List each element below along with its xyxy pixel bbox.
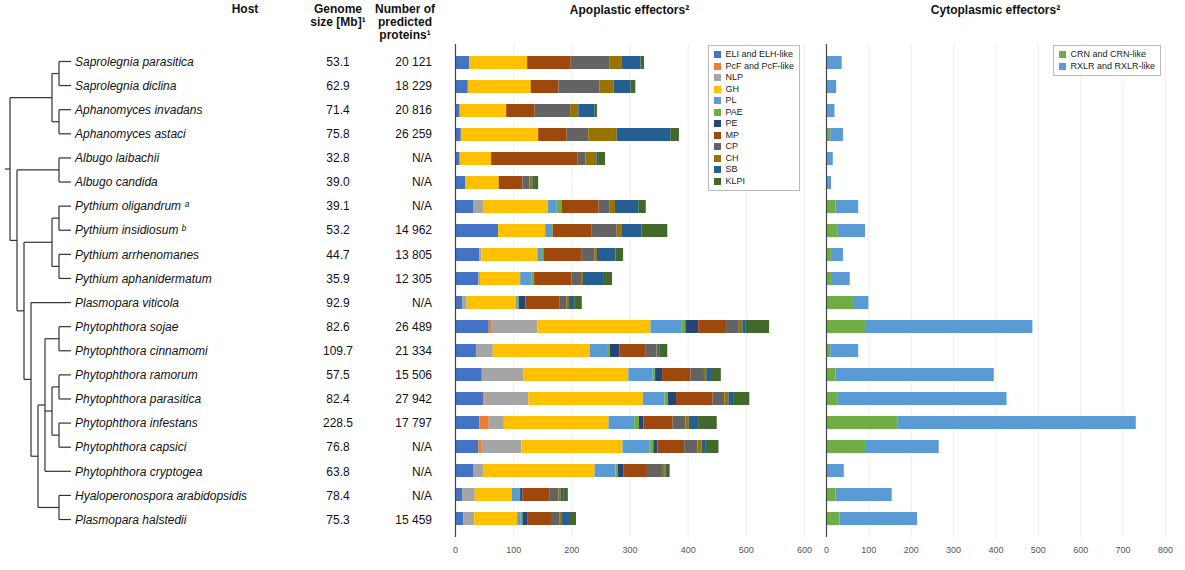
- svg-text:Phytophthora capsici: Phytophthora capsici: [75, 440, 187, 454]
- html-text:NLP: NLP: [725, 72, 743, 82]
- svg-text:100: 100: [861, 545, 876, 555]
- svg-text:78.4: 78.4: [326, 489, 350, 503]
- svg-text:500: 500: [739, 545, 754, 555]
- svg-text:N/A: N/A: [412, 151, 432, 165]
- svg-text:Number ofpredictedproteins¹: Number ofpredictedproteins¹: [375, 2, 436, 42]
- svg-text:Pythium arrhenomanes: Pythium arrhenomanes: [75, 248, 199, 262]
- html-text:CP: CP: [725, 141, 738, 151]
- html-text:PE: PE: [725, 118, 738, 128]
- svg-text:53.1: 53.1: [326, 55, 350, 69]
- svg-text:N/A: N/A: [412, 199, 432, 213]
- svg-text:Hyaloperonospora arabidopsidis: Hyaloperonospora arabidopsidis: [75, 489, 247, 503]
- svg-text:12 305: 12 305: [395, 272, 432, 286]
- svg-text:15 459: 15 459: [395, 513, 432, 527]
- svg-text:N/A: N/A: [412, 440, 432, 454]
- html-text:GH: GH: [725, 83, 739, 94]
- svg-text:Albugo laibachii: Albugo laibachii: [74, 151, 159, 165]
- html-text:SB: SB: [725, 164, 738, 174]
- svg-text:700: 700: [1116, 545, 1131, 555]
- svg-text:71.4: 71.4: [326, 103, 350, 117]
- svg-text:500: 500: [1031, 545, 1046, 555]
- svg-text:15 506: 15 506: [395, 368, 432, 382]
- html-text:PL: PL: [725, 95, 737, 105]
- svg-text:Phytophthora parasitica: Phytophthora parasitica: [75, 392, 201, 406]
- svg-text:Pythium insidiosum ᵇ: Pythium insidiosum ᵇ: [75, 223, 187, 237]
- html-text:CH: CH: [725, 152, 739, 163]
- svg-text:Host: Host: [232, 2, 259, 16]
- svg-text:600: 600: [797, 545, 812, 555]
- svg-text:Plasmopara halstedii: Plasmopara halstedii: [75, 513, 187, 527]
- svg-text:26 489: 26 489: [395, 320, 432, 334]
- html-text:PAE: PAE: [725, 106, 743, 117]
- svg-text:53.2: 53.2: [326, 223, 350, 237]
- svg-text:0: 0: [824, 545, 829, 555]
- svg-text:200: 200: [564, 545, 579, 555]
- svg-text:75.3: 75.3: [326, 513, 350, 527]
- svg-text:92.9: 92.9: [326, 296, 350, 310]
- svg-text:228.5: 228.5: [323, 416, 353, 430]
- svg-text:20 816: 20 816: [395, 103, 432, 117]
- html-text:ELI and ELH-like: ELI and ELH-like: [725, 49, 793, 59]
- svg-text:76.8: 76.8: [326, 440, 350, 454]
- svg-text:Phytophthora infestans: Phytophthora infestans: [75, 416, 198, 430]
- svg-text:32.8: 32.8: [326, 151, 350, 165]
- svg-text:800: 800: [1158, 545, 1173, 555]
- svg-text:14 962: 14 962: [395, 223, 432, 237]
- svg-text:Genomesize [Mb]¹: Genomesize [Mb]¹: [310, 2, 365, 29]
- svg-text:Plasmopara viticola: Plasmopara viticola: [75, 296, 179, 310]
- svg-text:0: 0: [453, 545, 458, 555]
- svg-text:N/A: N/A: [412, 175, 432, 189]
- html-text:PcF and PcF-like: PcF and PcF-like: [725, 60, 794, 71]
- svg-text:39.0: 39.0: [326, 175, 350, 189]
- svg-text:62.9: 62.9: [326, 79, 350, 93]
- svg-text:Saprolegnia parasitica: Saprolegnia parasitica: [75, 55, 194, 69]
- html-text:CRN and CRN-like: CRN and CRN-like: [1070, 49, 1146, 59]
- svg-text:75.8: 75.8: [326, 127, 350, 141]
- svg-text:39.1: 39.1: [326, 199, 350, 213]
- svg-text:27 942: 27 942: [395, 392, 432, 406]
- html-text:KLPI: KLPI: [725, 175, 745, 186]
- svg-text:200: 200: [904, 545, 919, 555]
- svg-text:20 121: 20 121: [395, 55, 432, 69]
- svg-text:44.7: 44.7: [326, 248, 350, 262]
- html-text:MP: MP: [725, 129, 739, 140]
- svg-text:Cytoplasmic effectors²: Cytoplasmic effectors²: [931, 3, 1060, 17]
- svg-text:300: 300: [622, 545, 637, 555]
- svg-text:Albugo candida: Albugo candida: [74, 175, 158, 189]
- html-text:RXLR and RXLR-like: RXLR and RXLR-like: [1070, 60, 1155, 71]
- svg-text:100: 100: [506, 545, 521, 555]
- svg-text:Phytophthora ramorum: Phytophthora ramorum: [75, 368, 198, 382]
- svg-text:600: 600: [1073, 545, 1088, 555]
- svg-text:26 259: 26 259: [395, 127, 432, 141]
- svg-text:63.8: 63.8: [326, 465, 350, 479]
- svg-text:400: 400: [681, 545, 696, 555]
- svg-text:Saprolegnia diclina: Saprolegnia diclina: [75, 79, 177, 93]
- svg-text:Pythium aphanidermatum: Pythium aphanidermatum: [75, 272, 212, 286]
- svg-text:N/A: N/A: [412, 489, 432, 503]
- svg-text:82.4: 82.4: [326, 392, 350, 406]
- svg-text:Pythium oligandrum ᵃ: Pythium oligandrum ᵃ: [75, 199, 189, 213]
- svg-text:35.9: 35.9: [326, 272, 350, 286]
- svg-text:Phytophthora cryptogea: Phytophthora cryptogea: [75, 465, 203, 479]
- svg-text:17 797: 17 797: [395, 416, 432, 430]
- svg-text:300: 300: [946, 545, 961, 555]
- svg-text:82.6: 82.6: [326, 320, 350, 334]
- svg-text:N/A: N/A: [412, 465, 432, 479]
- svg-text:21 334: 21 334: [395, 344, 432, 358]
- svg-text:18 229: 18 229: [395, 79, 432, 93]
- svg-text:Apoplastic effectors²: Apoplastic effectors²: [570, 3, 689, 17]
- svg-text:400: 400: [988, 545, 1003, 555]
- svg-text:Phytophthora cinnamomi: Phytophthora cinnamomi: [75, 344, 208, 358]
- svg-text:57.5: 57.5: [326, 368, 350, 382]
- svg-text:N/A: N/A: [412, 296, 432, 310]
- svg-text:13 805: 13 805: [395, 248, 432, 262]
- svg-text:109.7: 109.7: [323, 344, 353, 358]
- svg-text:Aphanomyces invadans: Aphanomyces invadans: [74, 103, 202, 117]
- svg-text:Aphanomyces astaci: Aphanomyces astaci: [74, 127, 186, 141]
- svg-text:Phytophthora sojae: Phytophthora sojae: [75, 320, 179, 334]
